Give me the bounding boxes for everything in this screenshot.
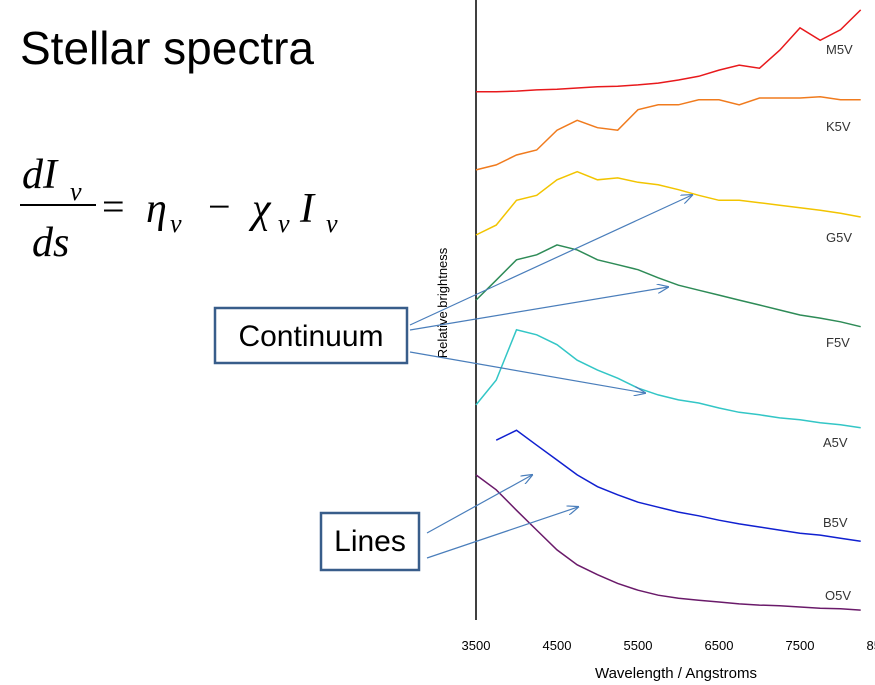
eq-operator: =	[102, 184, 125, 229]
arrow	[426, 507, 578, 559]
eq-operator: −	[208, 184, 231, 229]
eq-term: η	[146, 186, 167, 232]
eq-sub: ν	[70, 177, 82, 206]
arrow	[409, 351, 645, 393]
x-axis-label: Wavelength / Angstroms	[595, 665, 757, 682]
series-label: M5V	[826, 42, 853, 57]
series-label: K5V	[826, 119, 851, 134]
x-tick-label: 5500	[624, 638, 653, 653]
eq-denominator: ds	[32, 220, 69, 266]
eq-term: I	[299, 186, 316, 232]
series-label: F5V	[826, 335, 850, 350]
eq-sub: ν	[278, 209, 290, 238]
callout-box	[319, 511, 421, 572]
x-tick-label: 4500	[543, 638, 572, 653]
spectrum-line	[476, 9, 862, 93]
spectrum-line	[495, 429, 861, 543]
spectrum-line	[475, 474, 861, 611]
series-label: G5V	[826, 230, 852, 245]
slide-title: Stellar spectra	[20, 22, 314, 74]
arrow	[409, 287, 668, 331]
x-tick-label: 8500	[867, 638, 875, 653]
eq-sub: ν	[170, 209, 182, 238]
equation: dI ν ds = η ν − χ ν I ν	[20, 152, 338, 266]
eq-numerator: dI	[22, 152, 59, 198]
spectrum-line	[475, 170, 861, 236]
x-tick-label: 7500	[786, 638, 815, 653]
spectrum-line	[475, 328, 861, 429]
eq-term: χ	[248, 186, 272, 232]
spectrum-line	[475, 244, 861, 328]
arrow	[426, 475, 532, 534]
callout-text: Continuum	[238, 320, 383, 353]
arrows	[409, 195, 692, 559]
x-tick-label: 3500	[462, 638, 491, 653]
x-tick-label: 6500	[705, 638, 734, 653]
callout-text: Lines	[334, 525, 406, 558]
series-label: B5V	[823, 515, 848, 530]
series-label: O5V	[825, 588, 851, 603]
arrow	[409, 195, 692, 326]
series-label: A5V	[823, 435, 848, 450]
eq-sub: ν	[326, 209, 338, 238]
callout-box	[213, 306, 409, 365]
y-axis-label: Relative brightness	[435, 247, 450, 358]
spectrum-line	[475, 95, 861, 171]
